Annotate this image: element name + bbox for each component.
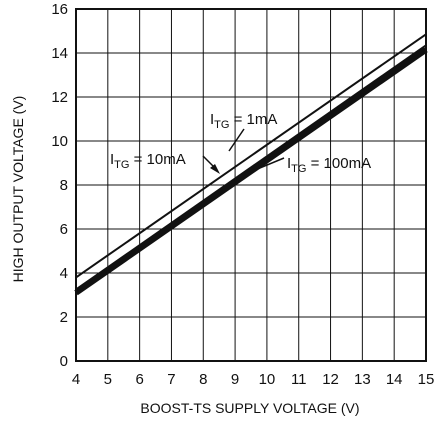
annotation-1ma-rest: = 1mA	[229, 111, 277, 128]
x-tick-label: 13	[354, 371, 371, 388]
x-tick-label: 14	[386, 371, 403, 388]
y-tick-label: 8	[60, 177, 68, 194]
annotation-100ma-base: I	[287, 155, 291, 172]
annotation-100ma: ITG = 100mA	[287, 155, 371, 175]
annotation-1ma-base: I	[210, 111, 214, 128]
y-axis-label: HIGH OUTPUT VOLTAGE (V)	[10, 96, 26, 283]
grid	[75, 8, 427, 362]
x-tick-label: 5	[104, 371, 112, 388]
annotation-10ma-arrowhead	[210, 164, 220, 174]
x-tick-label: 12	[322, 371, 339, 388]
x-tick-label: 8	[199, 371, 207, 388]
y-tick-label: 0	[60, 353, 68, 370]
x-tick-label: 4	[72, 371, 80, 388]
annotation-100ma-leader	[242, 157, 285, 176]
x-tick-label: 9	[231, 371, 239, 388]
annotation-10ma-rest: = 10mA	[129, 151, 185, 168]
annotation-1ma-leader	[228, 128, 245, 152]
y-tick-labels: 0 2 4 6 8 10 12 14 16	[51, 1, 68, 370]
y-tick-label: 10	[51, 133, 68, 150]
x-tick-label: 7	[167, 371, 175, 388]
x-tick-labels: 4 5 6 7 8 9 10 11 12 13 14 15	[72, 371, 435, 388]
x-tick-label: 15	[418, 371, 435, 388]
annotation-100ma-rest: = 100mA	[306, 155, 371, 172]
annotation-100ma-sub: TG	[291, 163, 306, 175]
x-tick-label: 10	[259, 371, 276, 388]
x-tick-label: 6	[135, 371, 143, 388]
y-tick-label: 4	[60, 265, 68, 282]
plot-frame	[75, 8, 427, 362]
annotation-10ma: ITG = 10mA	[110, 151, 186, 171]
y-tick-label: 2	[60, 309, 68, 326]
y-tick-label: 16	[51, 1, 68, 18]
y-tick-label: 6	[60, 221, 68, 238]
x-tick-label: 11	[291, 371, 307, 388]
y-tick-label: 12	[51, 89, 68, 106]
annotation-10ma-base: I	[110, 151, 114, 168]
annotation-1ma-sub: TG	[214, 119, 229, 131]
series-line-1	[75, 33, 427, 279]
y-tick-label: 14	[51, 45, 68, 62]
annotation-10ma-sub: TG	[114, 159, 129, 171]
x-axis-label: BOOST-TS SUPPLY VOLTAGE (V)	[140, 400, 359, 416]
annotation-1ma: ITG = 1mA	[210, 111, 277, 131]
